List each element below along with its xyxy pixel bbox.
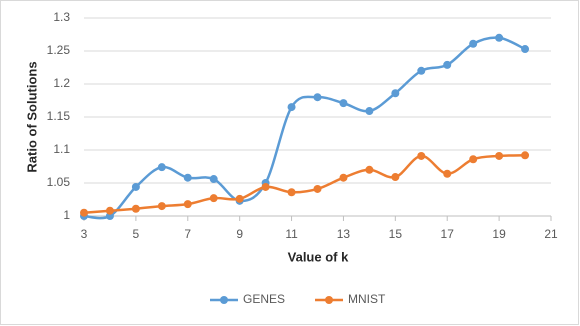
data-point [157,202,166,211]
data-point [157,163,166,172]
y-tick-label: 1 [63,208,70,222]
data-point [495,151,504,160]
y-tick-label: 1.15 [47,109,71,123]
x-tick-label: 15 [389,227,403,241]
x-tick-label: 3 [81,227,88,241]
data-point [131,204,140,213]
x-tick-label: 7 [184,227,191,241]
y-tick-label: 1.05 [47,175,71,189]
data-point [443,169,452,178]
data-point [339,99,348,108]
data-point [365,107,374,116]
data-point [209,175,218,184]
y-axis-title: Ratio of Solutions [24,61,39,172]
data-point [313,93,322,102]
legend-label: MNIST [348,292,386,306]
legend-marker [325,296,334,304]
data-point [365,165,374,174]
data-point [183,173,192,182]
x-tick-label: 17 [441,227,455,241]
y-tick-label: 1.1 [53,142,70,156]
x-axis-title: Value of k [288,249,349,264]
x-tick-label: 5 [133,227,140,241]
data-point [261,182,270,191]
data-point [313,184,322,193]
legend-label: GENES [243,292,285,306]
data-point [209,194,218,203]
data-point [80,208,88,217]
x-tick-label: 11 [285,227,298,241]
data-point [417,151,426,160]
data-point [443,60,452,69]
data-point [105,206,114,215]
data-point [391,89,400,98]
data-point [417,66,426,75]
data-point [469,155,478,164]
data-point [469,39,478,48]
data-point [339,173,348,182]
data-point [183,200,192,209]
data-point [495,33,504,42]
data-point [391,173,400,182]
x-tick-label: 19 [492,227,506,241]
y-tick-label: 1.25 [47,43,71,57]
x-tick-label: 13 [337,227,351,241]
x-tick-label: 9 [236,227,243,241]
data-point [235,194,244,203]
data-point [521,45,530,54]
data-point [287,188,296,197]
y-tick-label: 1.3 [53,10,70,24]
data-point [287,103,296,112]
data-point [131,182,140,191]
legend-marker [220,296,228,304]
x-tick-label: 21 [544,227,558,241]
data-point [521,151,530,160]
y-tick-label: 1.2 [53,76,70,90]
